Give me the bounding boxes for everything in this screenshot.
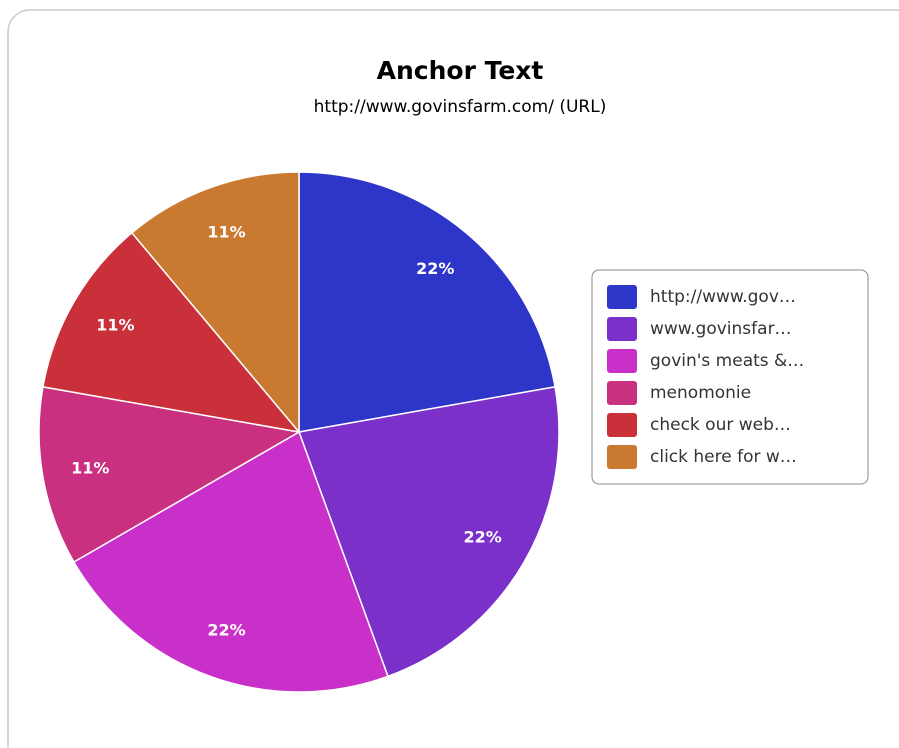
data-label: 22% xyxy=(207,621,245,640)
data-label: 22% xyxy=(416,259,454,278)
pie-slice xyxy=(130,171,300,435)
legend-swatch xyxy=(607,445,637,469)
pie-slice xyxy=(298,171,556,433)
legend-label: check our web… xyxy=(650,415,791,435)
legend-swatch xyxy=(607,285,637,309)
legend-swatch xyxy=(607,317,637,341)
legend-label: http://www.gov… xyxy=(650,287,796,307)
legend-box xyxy=(591,269,869,485)
legend-swatch xyxy=(607,381,637,405)
chart-subtitle: http://www.govinsfarm.com/ (URL) xyxy=(314,97,607,117)
data-label: 11% xyxy=(96,316,134,335)
legend-label: www.govinsfar… xyxy=(650,319,792,339)
data-label: 22% xyxy=(463,528,501,547)
pie-slice xyxy=(42,231,301,434)
pie-slice xyxy=(72,430,389,693)
legend-swatch xyxy=(607,413,637,437)
chart-title: Anchor Text xyxy=(377,56,544,85)
legend-label: govin's meats &… xyxy=(650,351,804,371)
pie-slice xyxy=(38,385,302,564)
legend-label: click here for w… xyxy=(650,447,797,467)
data-label: 11% xyxy=(71,458,109,477)
legend-label: menomonie xyxy=(650,383,751,403)
pie-slice xyxy=(297,385,560,678)
legend-swatch xyxy=(607,349,637,373)
data-label: 11% xyxy=(207,222,245,241)
